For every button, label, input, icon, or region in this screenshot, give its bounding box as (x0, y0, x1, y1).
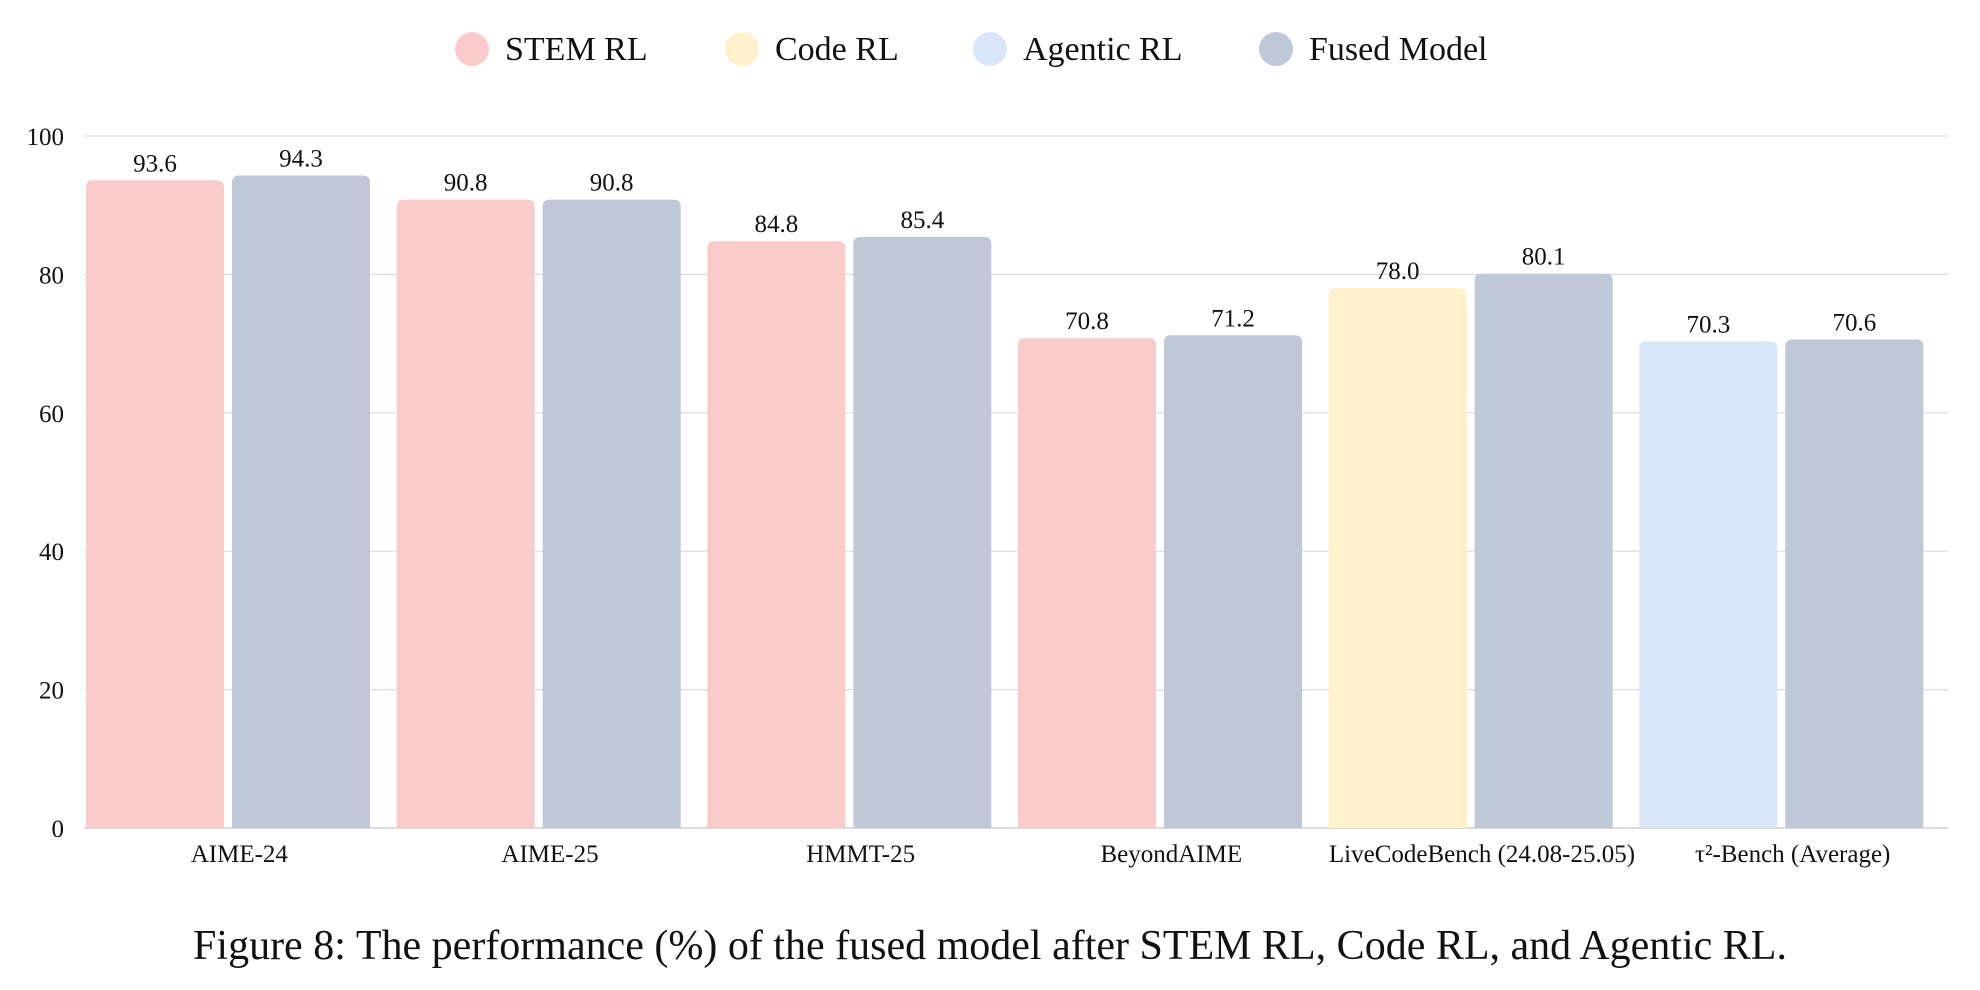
chart-gridlines (84, 135, 1948, 829)
figure-caption: Figure 8: The performance (%) of the fuse… (0, 920, 1980, 972)
y-axis-ticks: 0 20 40 60 80 100 (27, 124, 65, 843)
value-label-hmmt-25-stem-rl: 84.8 (754, 211, 798, 238)
value-label-beyondaime-stem-rl: 70.8 (1065, 308, 1109, 335)
legend-swatch-agentic-rl (973, 32, 1007, 66)
bar-hmmt-25-fused-model (853, 237, 992, 829)
x-tick-label-hmmt-25: HMMT-25 (806, 841, 915, 868)
x-axis-labels: AIME-24 AIME-25 HMMT-25 BeyondAIME LiveCodeB… (191, 841, 1891, 868)
legend-label-agentic-rl: Agentic RL (1023, 31, 1183, 68)
bar-bench-average-agentic-rl (1639, 341, 1778, 828)
y-tick-label-80: 80 (39, 262, 64, 289)
legend-swatch-stem-rl (455, 32, 489, 66)
legend-swatch-fused-model (1259, 32, 1293, 66)
figure-number: Figure 8: (193, 923, 346, 969)
y-tick-label-0: 0 (52, 816, 65, 843)
value-label-aime-24-fused-model: 94.3 (279, 145, 323, 172)
x-tick-label-aime-25: AIME-25 (501, 841, 598, 868)
x-tick-label-aime-24: AIME-24 (191, 841, 289, 868)
value-label-livecodebench-24-08-25-05-fused-model: 80.1 (1522, 244, 1566, 271)
value-label-beyondaime-fused-model: 71.2 (1211, 305, 1255, 332)
x-tick-label-livecodebench-24-08-25-05: LiveCodeBench (24.08-25.05) (1329, 841, 1635, 868)
caption-text: The performance (%) of the fused model a… (355, 923, 1787, 969)
y-tick-label-20: 20 (39, 678, 64, 705)
value-label-aime-25-fused-model: 90.8 (590, 170, 634, 197)
legend-label-code-rl: Code RL (775, 31, 899, 68)
value-label-livecodebench-24-08-25-05-code-rl: 78.0 (1376, 258, 1420, 285)
chart-legend: STEM RL Code RL Agentic RL Fused Model (455, 31, 1488, 68)
y-tick-label-100: 100 (27, 124, 65, 151)
bar-hmmt-25-stem-rl (707, 241, 846, 828)
bar-aime-24-fused-model (232, 175, 370, 829)
y-tick-label-40: 40 (39, 539, 64, 566)
legend-swatch-code-rl (725, 32, 759, 66)
y-tick-label-60: 60 (39, 401, 64, 428)
bar-aime-25-stem-rl (396, 199, 535, 828)
chart-bars: 93.6 94.3 90.8 90.8 84.8 85.4 70.8 71.2 78.0 80.1… (86, 145, 1924, 829)
legend-label-stem-rl: STEM RL (505, 31, 648, 68)
bar-bench-average-fused-model (1785, 339, 1924, 828)
bar-aime-25-fused-model (542, 199, 681, 828)
bar-beyondaime-stem-rl (1018, 338, 1156, 828)
x-tick-label-beyondaime: BeyondAIME (1101, 841, 1243, 868)
value-label-hmmt-25-fused-model: 85.4 (900, 207, 944, 234)
value-label-bench-average-fused-model: 70.6 (1832, 309, 1876, 336)
x-tick-label-bench-average: τ²-Bench (Average) (1695, 841, 1890, 868)
bar-beyondaime-fused-model (1164, 335, 1302, 828)
bar-livecodebench-24-08-25-05-fused-model (1474, 273, 1613, 828)
value-label-aime-24-stem-rl: 93.6 (133, 150, 177, 177)
bar-aime-24-stem-rl (86, 180, 224, 829)
legend-label-fused-model: Fused Model (1309, 31, 1488, 68)
value-label-bench-average-agentic-rl: 70.3 (1686, 312, 1730, 339)
bar-livecodebench-24-08-25-05-code-rl (1328, 288, 1467, 828)
value-label-aime-25-stem-rl: 90.8 (444, 170, 488, 197)
